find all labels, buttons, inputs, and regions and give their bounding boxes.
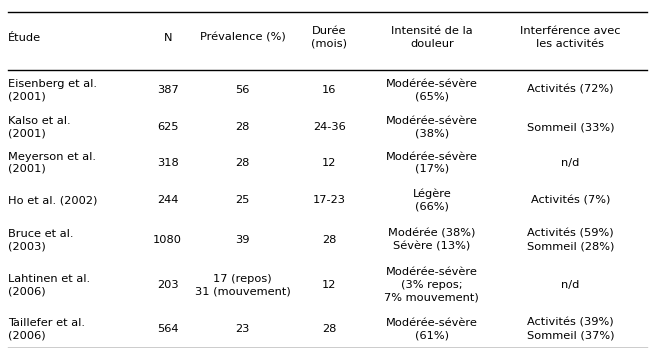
Text: 39: 39 [235, 235, 250, 245]
Text: Bruce et al.
(2003): Bruce et al. (2003) [8, 229, 73, 251]
Text: Activités (72%): Activités (72%) [527, 85, 614, 95]
Text: Activités (59%)
Sommeil (28%): Activités (59%) Sommeil (28%) [527, 229, 614, 251]
Text: Meyerson et al.
(2001): Meyerson et al. (2001) [8, 152, 96, 174]
Text: Lahtinen et al.
(2006): Lahtinen et al. (2006) [8, 274, 90, 296]
Text: 244: 244 [157, 195, 178, 205]
Text: n/d: n/d [561, 158, 580, 168]
Text: Modérée-sévère
(65%): Modérée-sévère (65%) [386, 79, 477, 101]
Text: Modérée-sévère
(61%): Modérée-sévère (61%) [386, 318, 477, 340]
Text: 16: 16 [322, 85, 336, 95]
Text: Modérée (38%)
Sévère (13%): Modérée (38%) Sévère (13%) [388, 229, 476, 251]
Text: Prévalence (%): Prévalence (%) [200, 33, 286, 43]
Text: Étude: Étude [8, 33, 41, 43]
Text: 24-36: 24-36 [312, 122, 345, 132]
Text: 203: 203 [157, 280, 179, 290]
Text: Eisenberg et al.
(2001): Eisenberg et al. (2001) [8, 79, 97, 101]
Text: 1080: 1080 [153, 235, 182, 245]
Text: Kalso et al.
(2001): Kalso et al. (2001) [8, 116, 71, 139]
Text: Ho et al. (2002): Ho et al. (2002) [8, 195, 98, 205]
Text: n/d: n/d [561, 280, 580, 290]
Text: Activités (39%)
Sommeil (37%): Activités (39%) Sommeil (37%) [527, 318, 614, 340]
Text: 625: 625 [157, 122, 178, 132]
Text: Durée
(mois): Durée (mois) [311, 26, 347, 49]
Text: Interférence avec
les activités: Interférence avec les activités [520, 26, 621, 49]
Text: Modérée-sévère
(38%): Modérée-sévère (38%) [386, 116, 477, 139]
Text: Modérée-sévère
(3% repos;
7% mouvement): Modérée-sévère (3% repos; 7% mouvement) [384, 267, 479, 302]
Text: 25: 25 [236, 195, 250, 205]
Text: 23: 23 [236, 324, 250, 334]
Text: 28: 28 [236, 122, 250, 132]
Text: 17 (repos)
31 (mouvement): 17 (repos) 31 (mouvement) [195, 274, 291, 296]
Text: 564: 564 [157, 324, 178, 334]
Text: 28: 28 [236, 158, 250, 168]
Text: 12: 12 [322, 280, 336, 290]
Text: Taillefer et al.
(2006): Taillefer et al. (2006) [8, 318, 85, 340]
Text: Sommeil (33%): Sommeil (33%) [527, 122, 614, 132]
Text: Modérée-sévère
(17%): Modérée-sévère (17%) [386, 152, 477, 174]
Text: 12: 12 [322, 158, 336, 168]
Text: Intensité de la
douleur: Intensité de la douleur [391, 26, 473, 49]
Text: 17-23: 17-23 [312, 195, 346, 205]
Text: Activités (7%): Activités (7%) [531, 195, 610, 205]
Text: 387: 387 [157, 85, 179, 95]
Text: 28: 28 [322, 324, 336, 334]
Text: 56: 56 [236, 85, 250, 95]
Text: 318: 318 [157, 158, 179, 168]
Text: 28: 28 [322, 235, 336, 245]
Text: Légère
(66%): Légère (66%) [413, 189, 451, 212]
Text: N: N [164, 33, 172, 43]
